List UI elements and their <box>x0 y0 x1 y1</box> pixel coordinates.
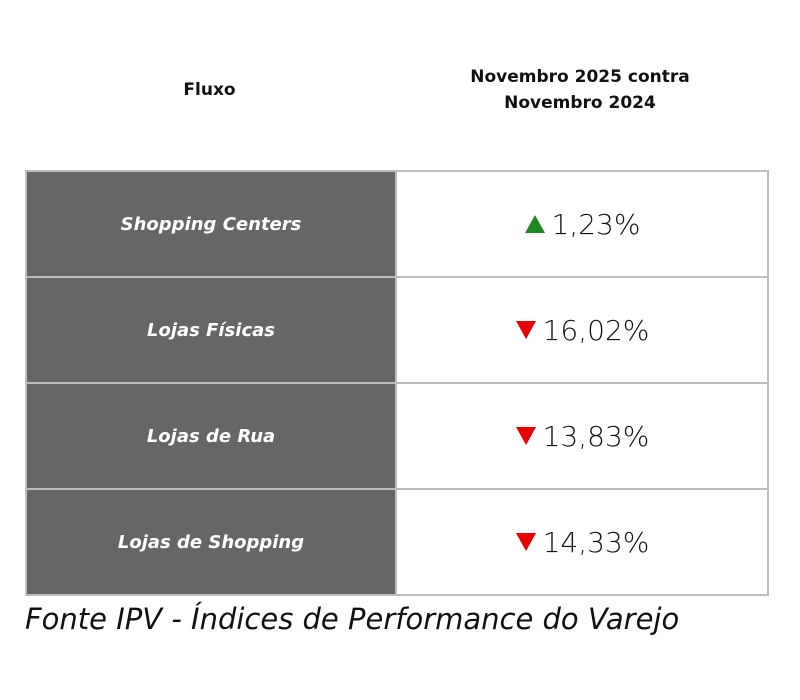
arrow-shape <box>515 427 536 445</box>
table: Shopping Centers 1,23% Lojas Físicas 16,02%… <box>25 170 769 596</box>
trend-arrow <box>515 533 536 551</box>
table-row: Lojas de Shopping 14,33% <box>27 488 767 594</box>
value-cell: 16,02% <box>397 278 767 382</box>
trend-arrow <box>515 321 536 339</box>
trend-arrow <box>515 427 536 445</box>
value-text: 16,02% <box>542 313 650 347</box>
arrow-shape <box>524 215 545 233</box>
value-text: 13,83% <box>542 419 650 453</box>
trend-arrow <box>524 215 545 233</box>
column-header: Fluxo <box>183 80 236 100</box>
row-label: Lojas de Rua <box>27 384 397 488</box>
value-cell: 14,33% <box>397 490 767 594</box>
value-cell: 13,83% <box>397 384 767 488</box>
column-header: Novembro 2025 contra Novembro 2024 <box>470 67 690 113</box>
table-row: Lojas de Rua 13,83% <box>27 382 767 488</box>
value-text: 1,23% <box>551 207 641 241</box>
table-row: Shopping Centers 1,23% <box>27 172 767 276</box>
value-cell: 1,23% <box>397 172 767 276</box>
arrow-shape <box>515 321 536 339</box>
row-label: Shopping Centers <box>27 172 397 276</box>
value-text: 14,33% <box>542 525 650 559</box>
row-label: Lojas de Shopping <box>27 490 397 594</box>
source-note: Fonte IPV - Índices de Performance do Va… <box>25 602 680 636</box>
table-row: Lojas Físicas 16,02% <box>27 276 767 382</box>
arrow-shape <box>515 533 536 551</box>
row-label: Lojas Físicas <box>27 278 397 382</box>
